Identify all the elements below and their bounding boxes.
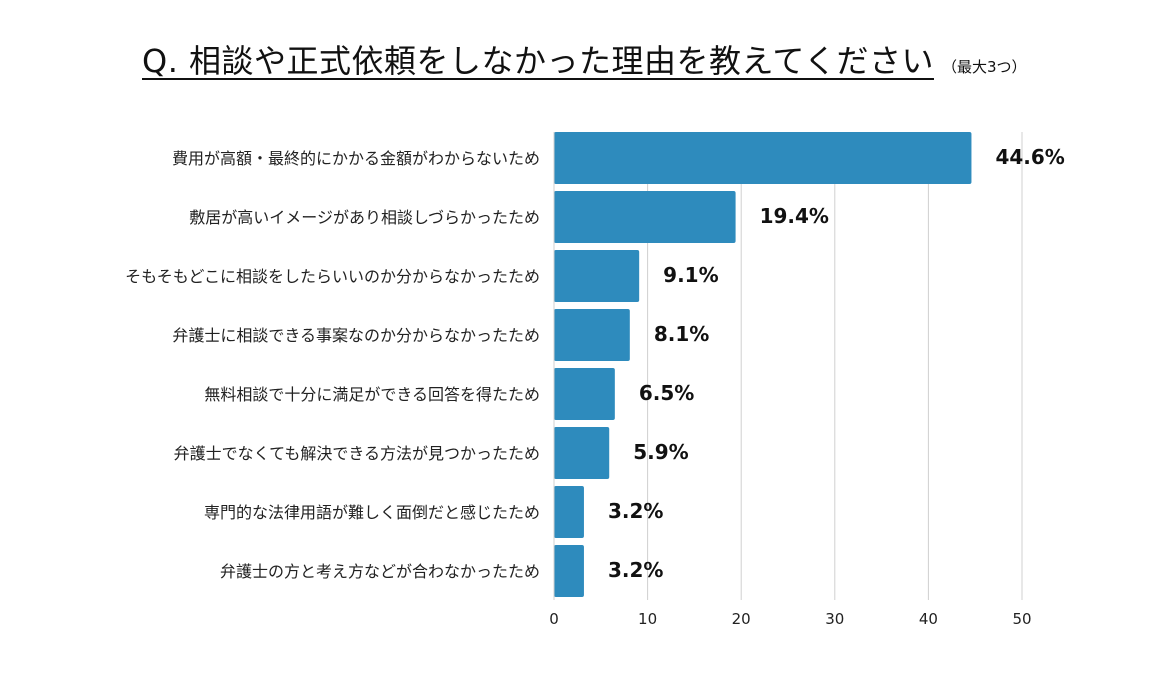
category-label: 無料相談で十分に満足ができる回答を得たため xyxy=(204,385,540,404)
category-label: 専門的な法律用語が難しく面倒だと感じたため xyxy=(204,503,540,522)
category-label: 敷居が高いイメージがあり相談しづらかったため xyxy=(189,208,540,227)
bar xyxy=(554,486,584,538)
category-label: 費用が高額・最終的にかかる金額がわからないため xyxy=(172,149,540,168)
x-tick-label: 50 xyxy=(1012,610,1031,628)
value-label: 8.1% xyxy=(654,322,709,346)
x-tick-label: 30 xyxy=(825,610,844,628)
x-tick-label: 0 xyxy=(549,610,559,628)
bar xyxy=(554,427,610,479)
bar xyxy=(554,191,736,243)
chart-title-block: Q. 相談や正式依頼をしなかった理由を教えてください （最大3つ） xyxy=(142,36,1027,82)
bar xyxy=(554,368,615,420)
category-label: 弁護士に相談できる事案なのか分からなかったため xyxy=(172,326,540,345)
bar xyxy=(554,132,972,184)
value-label: 3.2% xyxy=(608,499,663,523)
category-label: 弁護士の方と考え方などが合わなかったため xyxy=(220,562,540,581)
value-label: 3.2% xyxy=(608,558,663,582)
x-tick-label: 20 xyxy=(732,610,751,628)
value-label: 9.1% xyxy=(663,263,718,287)
value-label: 19.4% xyxy=(760,204,829,228)
x-tick-label: 10 xyxy=(638,610,657,628)
category-label: そもそもどこに相談をしたらいいのか分からなかったため xyxy=(125,267,540,286)
value-label: 44.6% xyxy=(995,145,1064,169)
chart-title: Q. 相談や正式依頼をしなかった理由を教えてください xyxy=(142,42,934,80)
value-label: 6.5% xyxy=(639,381,694,405)
bar xyxy=(554,309,630,361)
chart-subtitle: （最大3つ） xyxy=(941,58,1027,76)
bar xyxy=(554,250,640,302)
value-label: 5.9% xyxy=(633,440,688,464)
bar xyxy=(554,545,584,597)
x-tick-label: 40 xyxy=(919,610,938,628)
category-label: 弁護士でなくても解決できる方法が見つかったため xyxy=(174,444,540,463)
